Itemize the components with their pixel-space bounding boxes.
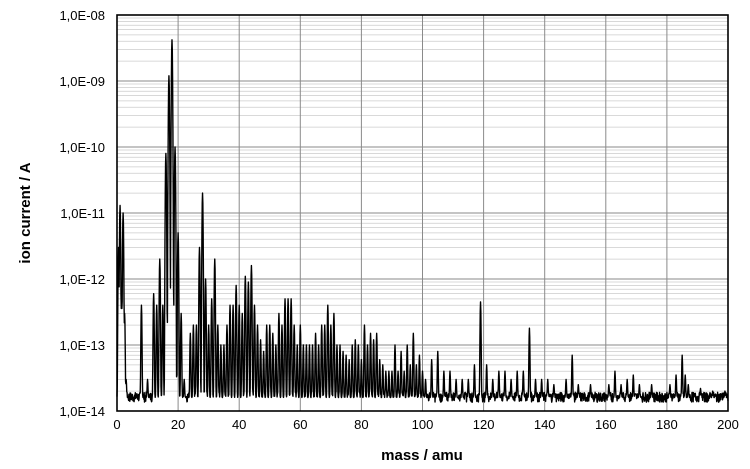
x-tick-label: 0 [113, 417, 120, 432]
y-tick-label: 1,0E-14 [59, 404, 105, 419]
x-tick-label: 140 [534, 417, 556, 432]
x-axis-title: mass / amu [381, 447, 463, 464]
x-tick-label: 180 [656, 417, 678, 432]
x-tick-label: 120 [473, 417, 495, 432]
y-tick-label: 1,0E-11 [60, 206, 105, 221]
plot-area-border [116, 14, 729, 412]
y-axis-tick-labels: 1,0E-14 1,0E-13 1,0E-12 1,0E-11 1,0E-10 1,0E-… [59, 8, 105, 419]
x-tick-label: 100 [412, 417, 434, 432]
y-tick-label: 1,0E-12 [59, 272, 105, 287]
ion-current-series-line [116, 39, 729, 403]
x-tick-label: 20 [171, 417, 185, 432]
y-tick-label: 1,0E-13 [59, 338, 105, 353]
major-gridlines [116, 14, 729, 412]
y-tick-label: 1,0E-09 [59, 74, 105, 89]
x-axis-tick-labels: 0 20 40 60 80 100 120 140 160 180 200 [113, 417, 738, 432]
x-tick-label: 200 [717, 417, 739, 432]
y-tick-label: 1,0E-10 [59, 140, 105, 155]
y-tick-label: 1,0E-08 [59, 8, 105, 23]
x-tick-label: 80 [354, 417, 368, 432]
x-tick-label: 160 [595, 417, 617, 432]
x-tick-label: 40 [232, 417, 246, 432]
x-tick-label: 60 [293, 417, 307, 432]
y-axis-title: ion current / A [17, 162, 34, 263]
